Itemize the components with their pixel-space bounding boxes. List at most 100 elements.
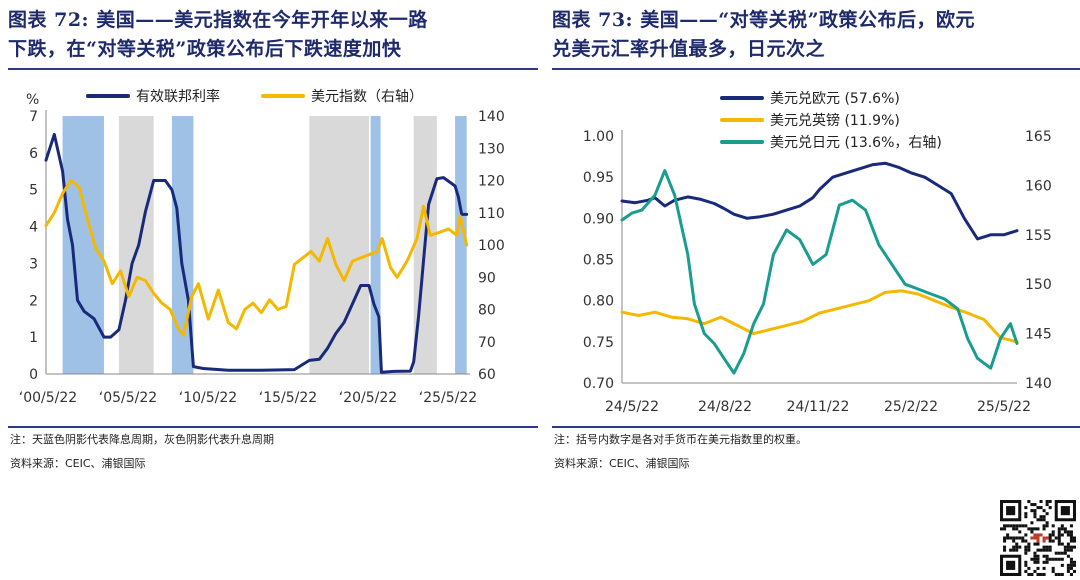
qr-module — [1042, 524, 1046, 528]
fig73-right-tick-3: 155 — [1025, 228, 1052, 244]
fig73-left-tick-5: 0.95 — [583, 170, 614, 186]
qr-module — [1030, 557, 1034, 561]
qr-module — [1042, 536, 1046, 540]
qr-module — [1036, 560, 1040, 564]
fig73-x-tick-4: 25/5/22 — [977, 399, 1031, 415]
figure-72-top-rule — [8, 68, 538, 70]
qr-module — [1048, 533, 1052, 537]
qr-module — [1045, 524, 1049, 528]
qr-module — [1069, 548, 1073, 552]
qr-module — [1036, 536, 1040, 540]
fig72-x-tick-4: ‘20/5/22 — [339, 390, 397, 406]
qr-module — [1003, 536, 1007, 540]
qr-module — [1033, 527, 1037, 531]
qr-module — [1042, 548, 1046, 552]
fig72-right-tick-1: 70 — [478, 335, 496, 351]
qr-module — [1036, 572, 1040, 576]
fig73-right-tick-0: 140 — [1025, 376, 1052, 392]
fig72-left-tick-7: 7 — [29, 109, 38, 125]
qr-module — [1063, 527, 1067, 531]
qr-module — [1015, 542, 1019, 546]
fig72-right-tick-6: 120 — [478, 174, 505, 190]
qr-module — [1018, 545, 1022, 549]
fig72-cut-period-0 — [62, 116, 104, 374]
qr-module — [1060, 527, 1064, 531]
qr-module — [1033, 512, 1037, 516]
qr-module — [1051, 524, 1055, 528]
qr-module — [1027, 566, 1031, 570]
qr-module — [1033, 551, 1037, 555]
qr-module — [1000, 527, 1004, 531]
qr-module — [1030, 521, 1034, 525]
qr-module — [1048, 557, 1052, 561]
fig72-x-tick-0: ‘00/5/22 — [19, 390, 77, 406]
qr-module — [1033, 557, 1037, 561]
qr-module — [1024, 512, 1028, 516]
qr-module — [1039, 500, 1043, 504]
qr-module — [1036, 533, 1040, 537]
qr-module — [1063, 551, 1067, 555]
fig73-series-2 — [620, 169, 1019, 375]
qr-module — [1069, 572, 1073, 576]
qr-module — [1042, 509, 1046, 513]
qr-module — [1057, 527, 1061, 531]
qr-module — [1015, 524, 1019, 528]
qr-module — [1045, 560, 1049, 564]
qr-module — [1021, 536, 1025, 540]
qr-module — [1048, 536, 1052, 540]
fig73-x-tick-0: 24/5/22 — [605, 399, 659, 415]
fig72-right-tick-2: 80 — [478, 303, 496, 319]
qr-module — [1024, 539, 1028, 543]
qr-module — [1066, 563, 1070, 567]
fig73-series-0 — [620, 161, 1019, 241]
fig72-x-tick-3: ‘15/5/22 — [259, 390, 317, 406]
qr-module — [1054, 572, 1058, 576]
fig72-right-tick-0: 60 — [478, 367, 496, 383]
qr-module — [1036, 566, 1040, 570]
fig73-x-tick-1: 24/8/22 — [698, 399, 752, 415]
qr-module — [1039, 548, 1043, 552]
fig72-series-1 — [44, 179, 469, 337]
qr-module — [1042, 572, 1046, 576]
figure-73-title-line2: 兑美元汇率升值最多，日元次之 — [552, 38, 826, 60]
qr-module — [1060, 551, 1064, 555]
qr-module — [1057, 557, 1061, 561]
qr-module — [1057, 551, 1061, 555]
qr-module — [1060, 533, 1064, 537]
qr-module — [1048, 539, 1052, 543]
fig73-legend-label-0: 美元兑欧元 (57.6%) — [770, 91, 900, 107]
qr-module — [1024, 563, 1028, 567]
qr-module — [1045, 548, 1049, 552]
qr-module — [1042, 566, 1046, 570]
fig73-left-tick-3: 0.85 — [583, 253, 614, 269]
qr-module — [1039, 506, 1043, 510]
qr-module — [1033, 554, 1037, 558]
fig72-left-tick-3: 3 — [29, 256, 38, 272]
figure-73: 图表 73: 美国——“对等关税”政策公布后，欧元 兑美元汇率升值最多，日元次之… — [552, 0, 1080, 470]
qr-module — [1030, 572, 1034, 576]
fig72-left-tick-2: 2 — [29, 293, 38, 309]
qr-module — [1012, 524, 1016, 528]
qr-module — [1042, 518, 1046, 522]
fig72-left-tick-0: 0 — [29, 367, 38, 383]
qr-module — [1009, 548, 1013, 552]
qr-module — [1048, 545, 1052, 549]
qr-module — [1066, 569, 1070, 573]
qr-module — [1024, 533, 1028, 537]
qr-module — [1066, 542, 1070, 546]
qr-module — [1015, 548, 1019, 552]
qr-module — [1048, 500, 1052, 504]
qr-module — [1039, 572, 1043, 576]
qr-module — [1030, 530, 1034, 534]
fig72-x-tick-1: ‘05/5/22 — [99, 390, 157, 406]
qr-module — [1033, 569, 1037, 573]
fig72-x-tick-2: ‘10/5/22 — [179, 390, 237, 406]
fig72-x-tick-5: ‘25/5/22 — [419, 390, 477, 406]
fig73-left-tick-0: 0.70 — [583, 376, 614, 392]
qr-module — [1018, 524, 1022, 528]
qr-module — [1045, 545, 1049, 549]
fig72-legend-label-1: 美元指数（右轴） — [311, 89, 423, 105]
qr-module — [1063, 548, 1067, 552]
qr-module — [1069, 545, 1073, 549]
qr-module — [1066, 533, 1070, 537]
